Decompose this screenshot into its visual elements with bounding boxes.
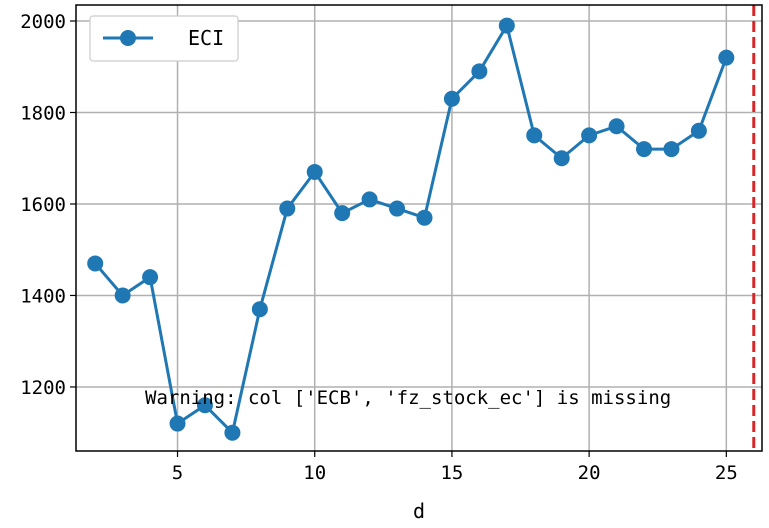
x-tick-label: 25 [715,462,738,484]
data-point [608,118,625,135]
y-tick-label: 1200 [20,377,66,399]
data-point [169,415,186,432]
series-layer [87,17,735,441]
axis-ticks: 5 10 15 20 25 1200 1400 1600 1800 2000 [20,11,738,484]
data-point [526,127,543,144]
y-tick-label: 2000 [20,11,66,33]
legend-marker [120,30,136,46]
legend: ECI [89,15,239,62]
x-tick-label: 15 [440,462,463,484]
grid-lines [76,5,762,451]
data-point [306,163,323,180]
data-point [389,200,406,217]
x-tick-label: 10 [303,462,326,484]
warning-annotation: Warning: col ['ECB', 'fz_stock_ec'] is m… [145,387,671,409]
data-point [471,63,488,80]
legend-label: ECI [188,26,224,50]
y-tick-label: 1600 [20,194,66,216]
data-point [142,269,159,286]
data-point [224,424,241,441]
data-point [690,122,707,139]
data-point [361,191,378,208]
data-point [636,141,653,158]
series-line [94,24,728,435]
data-point [251,301,268,318]
plot-frame [75,4,763,452]
data-point [581,127,598,144]
data-point [718,49,735,66]
data-point [114,287,131,304]
data-point [663,141,680,158]
y-tick-label: 1400 [20,285,66,307]
x-axis-label: d [413,499,425,523]
legend-box [89,15,239,62]
data-point [279,200,296,217]
x-tick-label: 5 [172,462,183,484]
y-tick-label: 1800 [20,102,66,124]
data-point [334,205,351,222]
data-point [443,90,460,107]
data-point [498,17,515,34]
data-point [196,397,213,414]
data-point [553,150,570,167]
x-tick-label: 20 [578,462,601,484]
data-point [87,255,104,272]
data-point [416,209,433,226]
